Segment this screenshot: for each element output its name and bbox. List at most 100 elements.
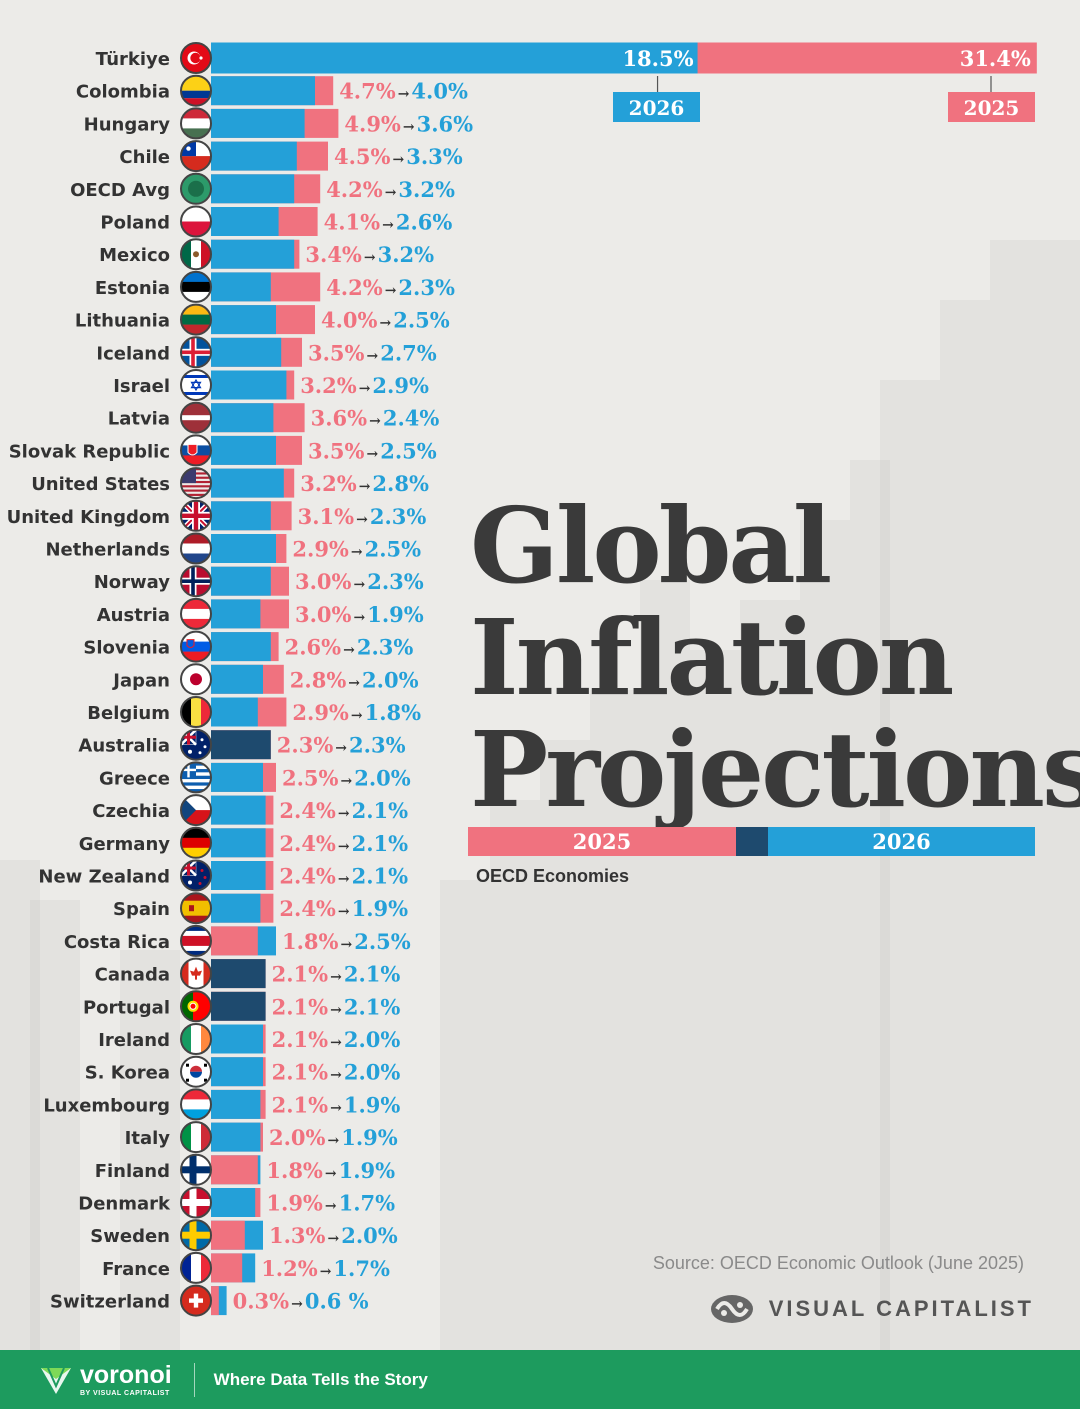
voronoi-by-line: BY VISUAL CAPITALIST — [80, 1389, 170, 1397]
value-label-2026: 2.0% — [362, 667, 419, 692]
bar-2026 — [211, 370, 287, 400]
value-label-2025: 4.0% — [321, 308, 378, 333]
value-label-pair: 3.2% →2.9% — [300, 373, 429, 398]
value-label-2026: 2.3% — [367, 569, 424, 594]
value-label-2026: 2.0% — [344, 1027, 401, 1052]
category-label: Ireland — [98, 1030, 170, 1051]
value-label-2025: 4.9% — [344, 111, 401, 136]
arrow-glyph: → — [325, 1166, 337, 1182]
value-label-2026: 3.2% — [398, 177, 455, 202]
bar-overlap — [211, 730, 271, 760]
value-label-2026: 1.9% — [341, 1125, 398, 1150]
bar-overlap — [211, 959, 266, 989]
category-label: Poland — [100, 213, 170, 234]
arrow-glyph: → — [354, 577, 366, 593]
value-label-2026: 3.2% — [378, 242, 435, 267]
value-label-2025: 2.1% — [272, 1027, 329, 1052]
poland-flag-icon — [180, 205, 212, 238]
chart-title: Global Inflation Projections — [470, 490, 1080, 826]
category-label: Latvia — [108, 409, 170, 430]
oecd-flag-icon — [180, 172, 212, 205]
bar-2026 — [211, 435, 276, 465]
arrow-glyph: → — [382, 218, 394, 234]
iceland-flag-icon — [180, 336, 212, 369]
value-label-2026: 1.9% — [367, 602, 424, 627]
bar-2026 — [211, 468, 284, 498]
bar-2026 — [211, 893, 261, 923]
footer-tagline: Where Data Tells the Story — [213, 1369, 428, 1389]
value-label-2025: 1.8% — [266, 1158, 323, 1183]
callout-label-2025: 2025 — [964, 96, 1020, 120]
category-label: Austria — [97, 605, 170, 626]
category-label: Chile — [119, 147, 170, 168]
value-label-2026: 2.3% — [349, 733, 406, 758]
arrow-glyph: → — [351, 708, 363, 724]
value-label-2026: 2.6% — [396, 210, 453, 235]
category-label: OECD Avg — [70, 180, 170, 201]
bar-2026 — [211, 108, 305, 138]
bar-2025 — [211, 1155, 258, 1185]
value-label-2025: 2.4% — [279, 831, 336, 856]
arrow-glyph: → — [338, 872, 350, 888]
value-label-pair: 2.1% →2.1% — [272, 962, 401, 987]
value-label-pair: 2.5% →2.0% — [282, 765, 411, 790]
value-label-2025: 3.5% — [308, 438, 365, 463]
value-label-2025: 4.2% — [326, 275, 383, 300]
source-note: Source: OECD Economic Outlook (June 2025… — [652, 1253, 1024, 1273]
finland-flag-icon — [180, 1153, 212, 1186]
value-label-2026: 2.0% — [344, 1060, 401, 1085]
denmark-flag-icon — [180, 1186, 212, 1219]
category-label: Colombia — [76, 82, 170, 103]
value-label-2026: 2.3% — [370, 504, 427, 529]
arrow-glyph: → — [359, 479, 371, 495]
value-label-2025: 3.4% — [305, 242, 362, 267]
bar-2026 — [211, 762, 263, 792]
category-label: United Kingdom — [7, 507, 170, 528]
bar-2026 — [211, 861, 266, 890]
callout-tag-2025 — [948, 92, 1035, 122]
value-label-2026: 3.6% — [417, 111, 474, 136]
value-label-pair: 2.4% →2.1% — [279, 864, 408, 889]
value-label-pair: 3.0% →2.3% — [295, 569, 424, 594]
value-label-2025: 3.2% — [300, 471, 357, 496]
netherlands-flag-icon — [180, 532, 212, 565]
arrow-glyph: → — [330, 1100, 342, 1116]
value-label-pair: 2.0% →1.9% — [269, 1125, 398, 1150]
value-label-2026: 2.7% — [380, 340, 437, 365]
category-label: Iceland — [96, 343, 170, 364]
value-label-pair: 3.5% →2.5% — [308, 438, 437, 463]
israel-flag-icon — [180, 369, 212, 401]
ireland-flag-icon — [180, 1023, 212, 1055]
callout-label-2026: 2026 — [629, 96, 685, 120]
bar-2026 — [211, 1089, 261, 1119]
value-label-2025: 2.1% — [272, 1060, 329, 1085]
south-korea-flag-icon — [180, 1055, 212, 1088]
bar-2026 — [211, 599, 261, 629]
arrow-glyph: → — [354, 610, 366, 626]
value-label-pair: 2.9% →1.8% — [292, 700, 421, 725]
portugal-flag-icon — [180, 990, 212, 1023]
value-label-2025: 4.7% — [339, 79, 396, 104]
norway-flag-icon — [180, 565, 212, 598]
value-label-2026: 2.5% — [393, 308, 450, 333]
uk-flag-icon — [180, 499, 212, 532]
arrow-glyph: → — [330, 1002, 342, 1018]
visual-capitalist-logo-icon — [710, 1295, 753, 1323]
category-label: France — [102, 1259, 170, 1280]
value-label-2025: 2.4% — [279, 864, 336, 889]
usa-flag-icon — [180, 467, 212, 500]
bar-2026 — [211, 501, 271, 531]
arrow-glyph: → — [338, 839, 350, 855]
arrow-glyph: → — [367, 348, 379, 364]
category-label: Sweden — [90, 1226, 170, 1247]
value-label-2025: 1.9% — [266, 1191, 323, 1216]
bar-2026 — [211, 632, 271, 662]
value-label-pair: 2.4% →2.1% — [279, 798, 408, 823]
value-label-2025: 1.2% — [261, 1256, 318, 1281]
value-label-2026: 2.5% — [365, 537, 422, 562]
value-label-2026: 2.9% — [372, 373, 429, 398]
arrow-glyph: → — [343, 643, 355, 659]
category-label: Italy — [125, 1128, 171, 1149]
value-label-pair: 4.0% →2.5% — [321, 308, 450, 333]
category-label: Denmark — [78, 1194, 171, 1215]
